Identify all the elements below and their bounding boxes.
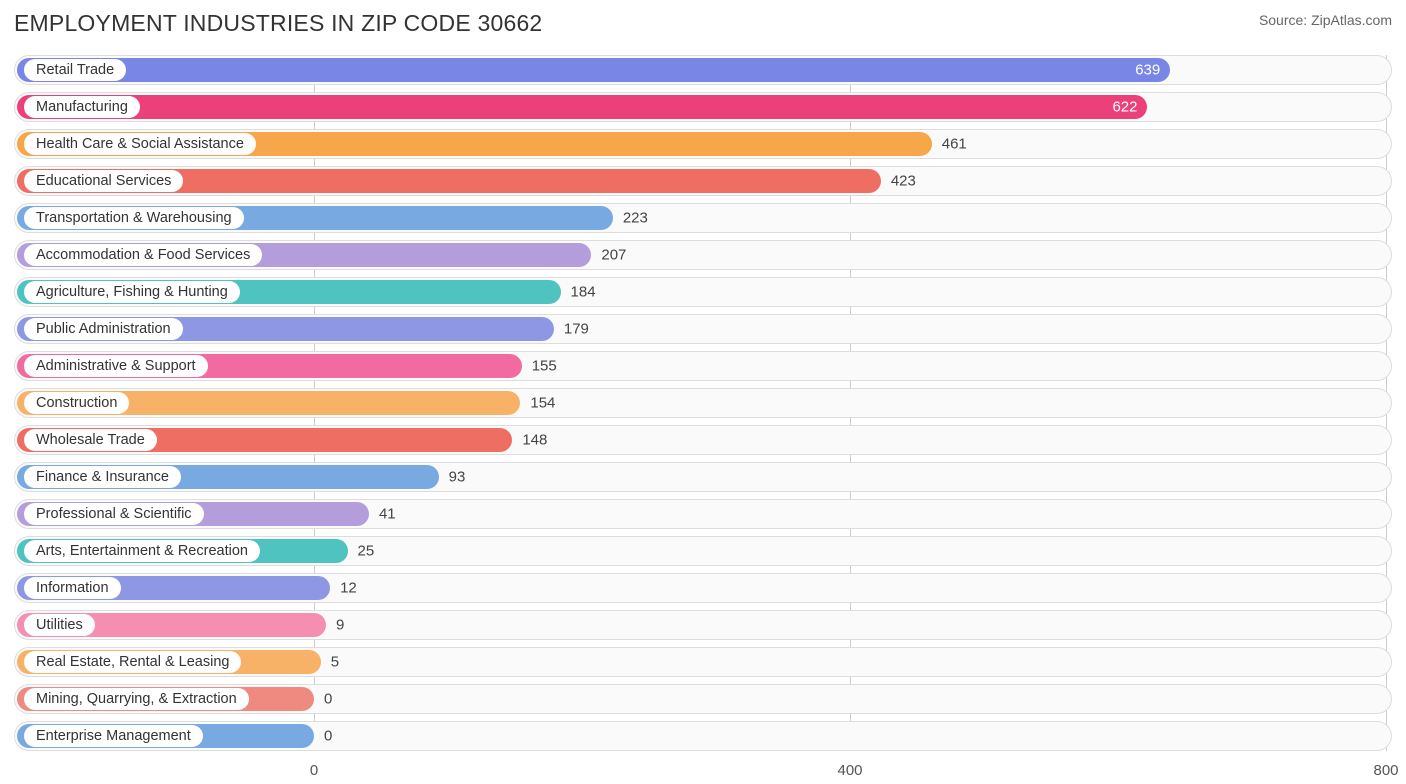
bar-label: Arts, Entertainment & Recreation — [24, 540, 260, 562]
bar-row: Accommodation & Food Services 207 — [14, 240, 1392, 270]
bar-fill: 622 — [17, 95, 1147, 119]
bar-row: Mining, Quarrying, & Extraction 0 — [14, 684, 1392, 714]
chart-header: EMPLOYMENT INDUSTRIES IN ZIP CODE 30662 … — [14, 10, 1392, 37]
bar-row: Agriculture, Fishing & Hunting 184 — [14, 277, 1392, 307]
bar-row: Finance & Insurance 93 — [14, 462, 1392, 492]
bar-row: Enterprise Management 0 — [14, 721, 1392, 751]
bar-label: Agriculture, Fishing & Hunting — [24, 281, 240, 303]
bar-row: Arts, Entertainment & Recreation 25 — [14, 536, 1392, 566]
bar-row: 639 Retail Trade — [14, 55, 1392, 85]
bar-value: 148 — [522, 432, 547, 449]
bar-value: 461 — [942, 136, 967, 153]
bar-label: Public Administration — [24, 318, 183, 340]
bar-label: Professional & Scientific — [24, 503, 204, 525]
bar-label: Transportation & Warehousing — [24, 207, 244, 229]
x-tick-label: 0 — [310, 762, 318, 779]
bar-value: 184 — [571, 284, 596, 301]
bar-value: 154 — [530, 395, 555, 412]
bar-value: 12 — [340, 580, 357, 597]
bar-label: Wholesale Trade — [24, 429, 157, 451]
bar-row: Public Administration 179 — [14, 314, 1392, 344]
x-axis: 0400800 — [14, 758, 1392, 784]
bar-row: Educational Services 423 — [14, 166, 1392, 196]
bar-row: Administrative & Support 155 — [14, 351, 1392, 381]
bar-row: Construction 154 — [14, 388, 1392, 418]
bar-label: Health Care & Social Assistance — [24, 133, 256, 155]
bar-label: Mining, Quarrying, & Extraction — [24, 688, 249, 710]
plot-area: 639 Retail Trade 622 Manufacturing Health Ca… — [14, 55, 1392, 751]
bar-row: 622 Manufacturing — [14, 92, 1392, 122]
x-tick-label: 800 — [1373, 762, 1398, 779]
bar-row: Transportation & Warehousing 223 — [14, 203, 1392, 233]
bar-row: Health Care & Social Assistance 461 — [14, 129, 1392, 159]
bar-row: Wholesale Trade 148 — [14, 425, 1392, 455]
bar-value: 9 — [336, 617, 344, 634]
chart-source: Source: ZipAtlas.com — [1259, 12, 1392, 28]
chart-title: EMPLOYMENT INDUSTRIES IN ZIP CODE 30662 — [14, 10, 542, 37]
bar-value: 155 — [532, 358, 557, 375]
bar-value: 207 — [601, 247, 626, 264]
bar-value: 25 — [358, 543, 375, 560]
bar-label: Information — [24, 577, 121, 599]
bar-row: Professional & Scientific 41 — [14, 499, 1392, 529]
bar-label: Accommodation & Food Services — [24, 244, 262, 266]
bar-value: 41 — [379, 506, 396, 523]
bar-label: Finance & Insurance — [24, 466, 181, 488]
bar-value: 179 — [564, 321, 589, 338]
bar-row: Utilities 9 — [14, 610, 1392, 640]
bar-value: 5 — [331, 654, 339, 671]
bar-row: Information 12 — [14, 573, 1392, 603]
bar-value: 639 — [1135, 62, 1160, 79]
bar-label: Real Estate, Rental & Leasing — [24, 651, 241, 673]
bar-label: Administrative & Support — [24, 355, 208, 377]
bar-value: 622 — [1112, 99, 1137, 116]
bar-label: Construction — [24, 392, 129, 414]
bar-value: 423 — [891, 173, 916, 190]
x-tick-label: 400 — [837, 762, 862, 779]
bar-value: 93 — [449, 469, 466, 486]
bar-value: 0 — [324, 691, 332, 708]
bar-fill: 639 — [17, 58, 1170, 82]
bar-value: 0 — [324, 728, 332, 745]
bar-value: 223 — [623, 210, 648, 227]
bar-label: Utilities — [24, 614, 95, 636]
bar-label: Educational Services — [24, 170, 183, 192]
bar-label: Enterprise Management — [24, 725, 203, 747]
bar-label: Manufacturing — [24, 96, 140, 118]
bar-chart: 639 Retail Trade 622 Manufacturing Health Ca… — [14, 55, 1392, 784]
bar-label: Retail Trade — [24, 59, 126, 81]
bar-row: Real Estate, Rental & Leasing 5 — [14, 647, 1392, 677]
